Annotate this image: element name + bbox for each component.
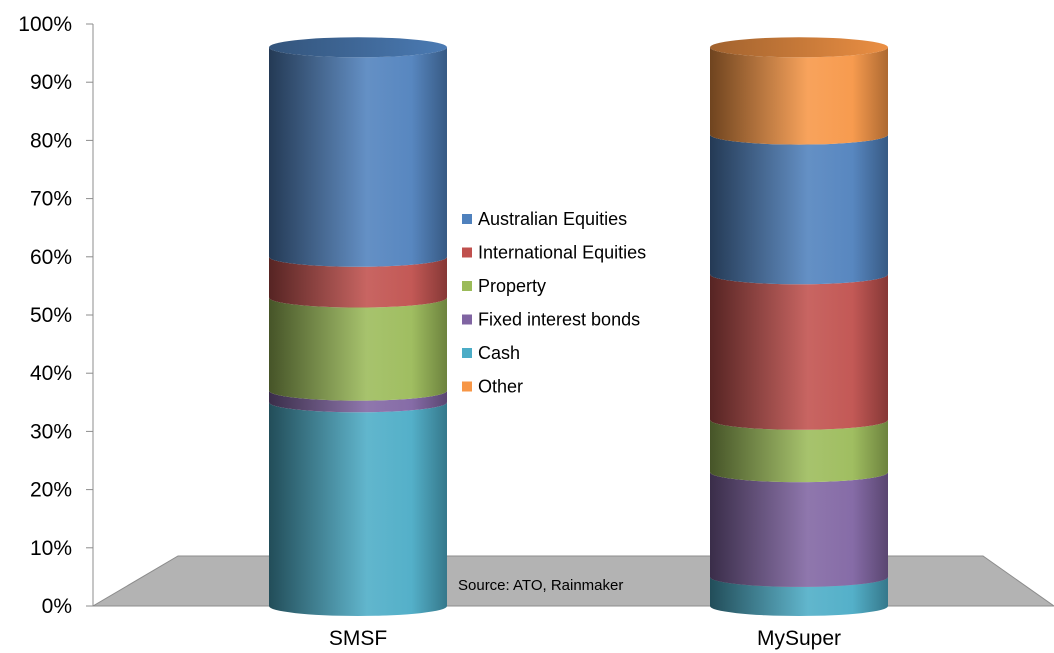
bar-top-cap-mysuper <box>710 37 888 58</box>
bar-segment-mysuper-australian-equities <box>710 134 888 285</box>
legend-item-cash: Cash <box>462 343 520 363</box>
legend-label: Property <box>478 276 546 296</box>
x-category-label: SMSF <box>329 627 387 650</box>
y-tick-label: 100% <box>18 13 72 36</box>
legend-swatch <box>462 214 472 224</box>
y-tick-label: 90% <box>30 71 72 94</box>
legend-item-fixed-interest-bonds: Fixed interest bonds <box>462 310 640 330</box>
legend-label: Fixed interest bonds <box>478 310 640 330</box>
bar-segment-mysuper-property <box>710 419 888 483</box>
bar-segment-mysuper-fixed-interest-bonds <box>710 472 888 587</box>
source-annotation: Source: ATO, Rainmaker <box>458 577 623 594</box>
y-tick-label: 20% <box>30 479 72 502</box>
y-tick-label: 70% <box>30 188 72 211</box>
y-tick-label: 0% <box>42 595 72 618</box>
legend-label: Other <box>478 377 523 397</box>
bar-segment-mysuper-other <box>710 47 888 145</box>
y-tick-label: 30% <box>30 420 72 443</box>
bar-group-mysuper <box>710 37 888 616</box>
legend: Australian Equities International Equitie… <box>462 209 646 397</box>
legend-swatch <box>462 314 472 325</box>
legend-label: International Equities <box>478 243 646 263</box>
legend-swatch <box>462 381 472 392</box>
legend-item-other: Other <box>462 377 523 397</box>
bar-segment-smsf-australian-equities <box>269 47 447 267</box>
bar-top-cap-smsf <box>269 37 447 58</box>
legend-item-australian-equities: Australian Equities <box>462 209 627 229</box>
bar-segment-smsf-fixed-interest-bonds <box>269 390 447 413</box>
y-tick-label: 10% <box>30 537 72 560</box>
legend-swatch <box>462 281 472 291</box>
y-tick-label: 40% <box>30 362 72 385</box>
bar-segment-mysuper-international-equities <box>710 274 888 430</box>
bar-segment-smsf-cash <box>269 402 447 616</box>
bar-segment-smsf-property <box>269 297 447 401</box>
legend-swatch <box>462 247 472 258</box>
y-tick-label: 50% <box>30 304 72 327</box>
legend-item-international-equities: International Equities <box>462 243 646 263</box>
legend-swatch <box>462 348 472 358</box>
bar-group-smsf <box>269 37 447 616</box>
y-tick-label: 60% <box>30 246 72 269</box>
legend-label: Australian Equities <box>478 209 627 229</box>
bar-segment-smsf-international-equities <box>269 256 447 308</box>
bar-segment-mysuper-cash <box>710 576 888 616</box>
legend-item-property: Property <box>462 276 546 296</box>
y-tick-label: 80% <box>30 129 72 152</box>
x-category-label: MySuper <box>757 627 841 650</box>
legend-label: Cash <box>478 343 520 363</box>
